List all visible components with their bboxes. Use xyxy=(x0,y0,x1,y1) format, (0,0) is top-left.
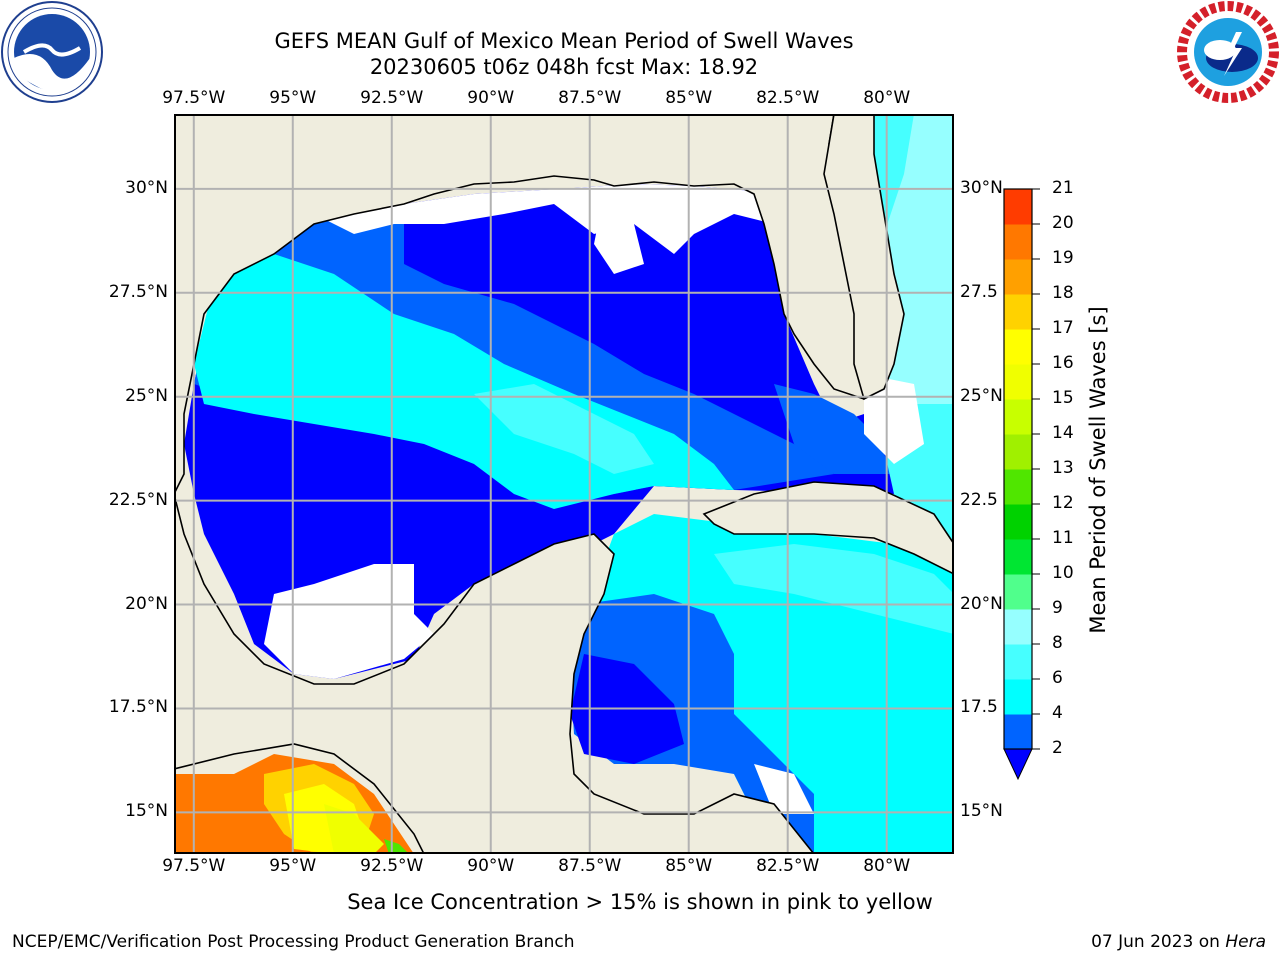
longitude-tick-label: 82.5°W xyxy=(756,856,820,876)
colorbar-under-triangle xyxy=(1003,748,1033,781)
longitude-tick-label: 80°W xyxy=(863,88,911,108)
colorbar-cell xyxy=(1004,469,1032,505)
big-bend-mask xyxy=(594,194,644,274)
latitude-tick-label-right: 27.5 xyxy=(960,281,998,302)
sea-ice-note: Sea Ice Concentration > 15% is shown in … xyxy=(347,890,933,914)
nws-logo xyxy=(1177,1,1279,103)
longitude-tick-label: 87.5°W xyxy=(558,856,622,876)
latitude-tick-label-right: 15°N xyxy=(960,801,1003,822)
colorbar-cell xyxy=(1004,224,1032,260)
latitude-tick-label-right: 22.5 xyxy=(960,489,998,510)
longitude-tick-label: 90°W xyxy=(467,856,515,876)
nw-gulf-band-2-4 xyxy=(194,204,834,504)
longitude-tick-label: 92.5°W xyxy=(360,856,424,876)
colorbar-tick-label: 8 xyxy=(1052,633,1063,653)
honduras-coast-mask xyxy=(754,764,814,814)
longitude-tick-label: 82.5°W xyxy=(756,88,820,108)
colorbar-tick-label: 20 xyxy=(1052,213,1074,233)
colorbar-tick-label: 15 xyxy=(1052,388,1074,408)
longitude-tick-label: 85°W xyxy=(665,856,713,876)
colorbar-cell xyxy=(1004,539,1032,575)
pacific-coastline xyxy=(174,743,425,854)
pacific-band-12-13 xyxy=(384,839,409,854)
caribbean-band-2-4 xyxy=(570,594,814,854)
latitude-tick-label: 27.5°N xyxy=(108,281,168,302)
colorbar-tick-label: 16 xyxy=(1052,353,1074,373)
longitude-tick-label: 97.5°W xyxy=(162,856,226,876)
noaa-logo xyxy=(1,1,103,103)
colorbar-tick-label: 4 xyxy=(1052,703,1063,723)
latitude-tick-label: 17.5°N xyxy=(108,697,168,718)
run-date-text: 07 Jun 2023 on xyxy=(1091,932,1220,952)
colorbar-cell xyxy=(1004,609,1032,645)
map-panel xyxy=(174,114,954,854)
longitude-tick-label: 95°W xyxy=(269,88,317,108)
host-name: Hera xyxy=(1225,932,1266,952)
colorbar-tick-label: 14 xyxy=(1052,423,1074,443)
run-date: 07 Jun 2023 on Hera xyxy=(1091,932,1266,952)
latitude-tick-label-right: 25°N xyxy=(960,385,1003,406)
caribbean-band-6-8 xyxy=(714,544,954,634)
colorbar-cell xyxy=(1004,189,1032,225)
colorbar xyxy=(1003,188,1040,781)
colorbar-tick-label: 21 xyxy=(1052,178,1074,198)
colorbar-tick-label: 6 xyxy=(1052,668,1063,688)
graticule xyxy=(174,114,954,854)
swell-period-field xyxy=(184,114,954,854)
colorbar-tick-label: 13 xyxy=(1052,458,1074,478)
colorbar-tick-label: 9 xyxy=(1052,598,1063,618)
florida-shelf-2-4 xyxy=(774,384,894,474)
longitude-tick-label: 85°W xyxy=(665,88,713,108)
map-border xyxy=(174,114,954,854)
colorbar-tick-label: 17 xyxy=(1052,318,1074,338)
longitude-tick-label: 95°W xyxy=(269,856,317,876)
latitude-tick-label: 22.5°N xyxy=(108,489,168,510)
longitude-tick-label: 80°W xyxy=(863,856,911,876)
colorbar-tick-label: 10 xyxy=(1052,563,1074,583)
texas-louisiana-coast-mask xyxy=(314,184,774,254)
plot-subtitle: 20230605 t06z 048h fcst Max: 18.92 xyxy=(369,55,759,79)
latitude-tick-label: 15°N xyxy=(125,801,168,822)
colorbar-cell xyxy=(1004,329,1032,365)
colorbar-cell xyxy=(1004,504,1032,540)
colorbar-cell xyxy=(1004,364,1032,400)
longitude-tick-label: 92.5°W xyxy=(360,88,424,108)
florida-peninsula xyxy=(823,114,905,401)
colorbar-cell xyxy=(1004,644,1032,680)
latitude-tick-label-right: 30°N xyxy=(960,177,1003,198)
pacific-swell-field xyxy=(174,754,414,854)
colorbar-tick-label: 12 xyxy=(1052,493,1074,513)
colorbar-tick-label: 11 xyxy=(1052,528,1074,548)
longitude-tick-label: 87.5°W xyxy=(558,88,622,108)
colorbar-cell xyxy=(1004,574,1032,610)
cuba-island xyxy=(702,481,954,575)
colorbar-cell xyxy=(1004,714,1032,750)
latitude-tick-label: 20°N xyxy=(125,593,168,614)
latitude-tick-label-right: 20°N xyxy=(960,593,1003,614)
colorbar-tick-label: 2 xyxy=(1052,738,1063,758)
colorbar-cell xyxy=(1004,399,1032,435)
colorbar-cell xyxy=(1004,294,1032,330)
plot-title: GEFS MEAN Gulf of Mexico Mean Period of … xyxy=(274,29,854,53)
central-gulf-band-6-8 xyxy=(474,384,654,474)
latitude-tick-label: 30°N xyxy=(125,177,168,198)
latitude-tick-label-right: 17.5 xyxy=(960,697,998,718)
latitude-tick-label: 25°N xyxy=(125,385,168,406)
colorbar-tick-label: 19 xyxy=(1052,248,1074,268)
credit-line: NCEP/EMC/Verification Post Processing Pr… xyxy=(12,932,575,952)
pacific-band-14-15 xyxy=(324,804,384,854)
colorbar-tick-label: 18 xyxy=(1052,283,1074,303)
longitude-tick-label: 90°W xyxy=(467,88,515,108)
colorbar-cell xyxy=(1004,434,1032,470)
colorbar-title: Mean Period of Swell Waves [s] xyxy=(1086,306,1110,634)
colorbar-cell xyxy=(1004,259,1032,295)
longitude-tick-label: 97.5°W xyxy=(162,88,226,108)
colorbar-cell xyxy=(1004,679,1032,715)
